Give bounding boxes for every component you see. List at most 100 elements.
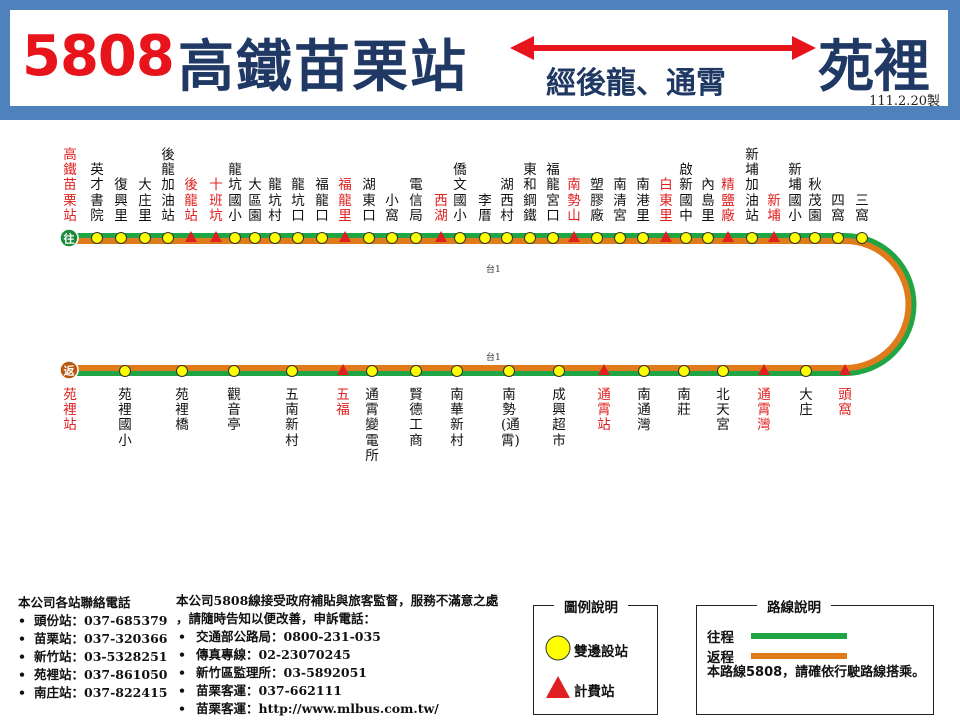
- stop-name: 大庄: [799, 387, 813, 419]
- legend-both-ways: 雙邊設站: [574, 644, 628, 660]
- notice-item[interactable]: 苗栗客運：http://www.mlbus.com.tw/: [178, 700, 536, 718]
- return-badge: 返: [64, 364, 75, 378]
- made-date: 111.2.20製: [869, 94, 940, 109]
- stop-marker: [800, 365, 812, 377]
- fare-stop-marker: [758, 364, 770, 375]
- fare-stop-marker: [210, 231, 222, 242]
- stop-marker: [503, 365, 515, 377]
- stop-marker: [678, 365, 690, 377]
- stop-name: 復興里: [114, 177, 128, 224]
- stop-marker: [591, 232, 603, 244]
- stop-marker: [454, 232, 466, 244]
- stop-marker: [269, 232, 281, 244]
- stop-name: 南通灣: [637, 387, 651, 434]
- stop-name: 新埔加油站: [745, 147, 759, 224]
- route-destination: 苑裡: [818, 35, 930, 100]
- notice-line-2: ，請隨時告知以便改善，申訴電話：: [176, 611, 377, 626]
- stop-marker: [524, 232, 536, 244]
- notice-item: 新竹區監理所：03-5892051: [178, 664, 536, 682]
- stop-name: 南華新村: [450, 387, 464, 449]
- stop-name: 僑文國小: [453, 162, 467, 224]
- stop-marker: [228, 365, 240, 377]
- stop-name: 觀音亭: [227, 387, 241, 434]
- stop-name: 後龍加油站: [161, 147, 175, 224]
- route-info-title: 路線說明: [757, 596, 831, 616]
- stop-marker: [91, 232, 103, 244]
- stop-name: 五南新村: [285, 387, 299, 449]
- complaint-notice: 本公司5808線接受政府補貼與旅客監督，服務不滿意之處 ，請隨時告知以便改善，申…: [176, 592, 536, 718]
- stop-name: 北天宮: [716, 387, 730, 434]
- stop-name: 英才書院: [90, 162, 104, 224]
- stop-name: 三窩: [855, 192, 869, 224]
- notice-item: 苗栗客運：037-662111: [178, 682, 536, 700]
- stop-marker: [316, 232, 328, 244]
- outbound-line: [70, 233, 917, 376]
- stop-marker: [789, 232, 801, 244]
- header-banner: 5808 高鐵苗栗站 經後龍、通霄 苑裡 111.2.20製: [0, 0, 960, 120]
- stop-name: 通霄變電所: [365, 387, 379, 464]
- legend-fare-stop: 計費站: [574, 684, 615, 700]
- route-lines: [70, 233, 917, 376]
- contact-item: 頭份站：037-685379: [18, 612, 188, 630]
- stop-name: 電信局: [409, 177, 423, 224]
- stop-name: 福龍宮口: [546, 162, 560, 224]
- yellow-circle-icon: [545, 635, 571, 661]
- route-number: 5808: [22, 24, 175, 89]
- fare-stop-marker: [722, 231, 734, 242]
- route-info-box: 路線說明 往程 返程 本路線5808，請確依行駛路線搭乘。: [696, 596, 934, 715]
- stop-name: 五福: [336, 387, 350, 419]
- stop-name: 精鹽廠: [721, 177, 735, 224]
- stop-name: 大庄里: [138, 177, 152, 224]
- fare-stop-marker: [185, 231, 197, 242]
- contact-item: 南庄站：037-822415: [18, 684, 188, 702]
- stop-name: 南清宮: [613, 177, 627, 224]
- fare-stop-marker: [337, 364, 349, 375]
- stop-name: 南勢(通霄): [501, 387, 520, 449]
- stop-name: 新埔國小: [788, 162, 802, 224]
- stop-name: 龍坑口: [291, 177, 305, 224]
- red-triangle-icon: [546, 676, 570, 698]
- stop-marker: [119, 365, 131, 377]
- stop-marker: [553, 365, 565, 377]
- stop-marker: [115, 232, 127, 244]
- notice-item: 交通部公路局：0800-231-035: [178, 628, 536, 646]
- stop-name: 秋茂園: [808, 177, 822, 224]
- outbound-legend-label: 往程: [707, 630, 734, 646]
- stop-name: 後龍站: [184, 177, 198, 224]
- legend-box: 圖例說明 雙邊設站 計費站: [533, 596, 658, 715]
- stop-marker: [856, 232, 868, 244]
- stop-marker: [366, 365, 378, 377]
- stop-marker: [547, 232, 559, 244]
- double-arrow-icon: [510, 36, 816, 60]
- stop-name: 苑裡站: [63, 387, 77, 434]
- return-terminal-icon: [59, 360, 79, 380]
- stop-marker: [249, 232, 261, 244]
- contact-title: 本公司各站聯絡電話: [18, 595, 131, 610]
- stop-name: 賢德工商: [409, 387, 423, 449]
- stop-name: 龍坑國小: [228, 162, 242, 224]
- notice-item: 傳真專線：02-23070245: [178, 646, 536, 664]
- stop-name: 南莊: [677, 387, 691, 419]
- stop-name: 南港里: [636, 177, 650, 224]
- stop-marker: [162, 232, 174, 244]
- stop-name: 十班坑: [209, 177, 223, 224]
- route-origin: 高鐵苗栗站: [178, 35, 468, 100]
- fare-stop-marker: [660, 231, 672, 242]
- contact-item: 苗栗站：037-320366: [18, 630, 188, 648]
- stop-name: 湖東口: [362, 177, 376, 224]
- stop-name: 東和鋼鐵: [523, 162, 537, 224]
- stop-name: 白東里: [659, 177, 673, 224]
- outbound-terminal-icon: [59, 228, 79, 248]
- legend-title: 圖例說明: [554, 596, 628, 616]
- fare-stop-marker: [435, 231, 447, 242]
- stop-marker: [614, 232, 626, 244]
- return-legend-label: 返程: [707, 650, 734, 666]
- stop-marker: [637, 232, 649, 244]
- stop-marker: [479, 232, 491, 244]
- stop-marker: [229, 232, 241, 244]
- stop-marker: [809, 232, 821, 244]
- contact-list: 本公司各站聯絡電話 頭份站：037-685379 苗栗站：037-320366 …: [18, 594, 188, 702]
- stop-name: 四窩: [831, 192, 845, 224]
- stop-name: 龍坑村: [268, 177, 282, 224]
- stop-marker: [363, 232, 375, 244]
